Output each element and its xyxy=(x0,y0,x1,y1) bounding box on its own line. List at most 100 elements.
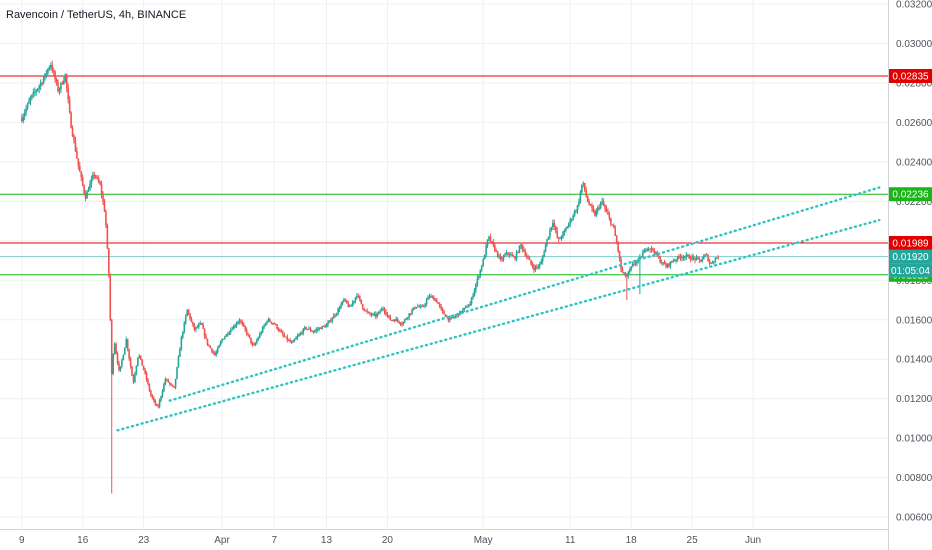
candle-body xyxy=(663,262,666,265)
candle-body xyxy=(321,326,323,329)
candle-body xyxy=(713,261,715,263)
candle-body xyxy=(623,272,625,274)
candle-body xyxy=(524,251,527,256)
candle-body xyxy=(199,323,202,325)
candle-body xyxy=(332,315,335,319)
candle-body xyxy=(557,237,560,239)
candle-body xyxy=(293,339,296,341)
candle-body xyxy=(419,306,422,308)
candle-body xyxy=(322,326,325,328)
candle-body xyxy=(77,158,80,166)
candle-body xyxy=(357,295,360,297)
time-axis[interactable]: 9 16 23 Apr 7 13 20 May 11 18 25 Jun xyxy=(19,535,761,546)
candle-body xyxy=(316,329,319,331)
candle-body xyxy=(350,305,352,307)
price-tag-support-label: 0.02236 xyxy=(892,190,929,201)
candle-body xyxy=(389,316,392,321)
candle-body xyxy=(25,108,27,113)
candle-body xyxy=(679,256,682,259)
candle-body xyxy=(540,261,543,265)
candle-body xyxy=(499,256,502,260)
candle-body xyxy=(235,323,238,326)
candle-body xyxy=(562,232,564,237)
candle-body xyxy=(163,384,165,391)
candle-body xyxy=(449,317,451,321)
candle-body xyxy=(338,308,341,310)
candle-body xyxy=(581,184,583,193)
candle-body xyxy=(470,297,473,304)
candle-body xyxy=(495,250,498,252)
candle-body xyxy=(57,82,59,92)
candle-body xyxy=(434,299,437,301)
candle-body xyxy=(89,183,91,191)
candle-body xyxy=(502,256,505,260)
candle-body xyxy=(208,344,210,346)
candle-body xyxy=(567,223,570,227)
candle-body xyxy=(692,256,695,258)
candle-body xyxy=(372,313,374,315)
candle-body xyxy=(476,278,479,285)
candle-body xyxy=(39,83,42,86)
candle-body xyxy=(620,258,622,269)
candle-body xyxy=(286,336,289,341)
candle-body xyxy=(528,258,531,261)
candle-body xyxy=(212,351,215,353)
candle-body xyxy=(99,182,101,185)
candle-body xyxy=(93,174,96,176)
candle-body xyxy=(647,248,650,250)
candle-body xyxy=(90,179,93,184)
candle-body xyxy=(203,328,206,337)
candle-body xyxy=(256,340,258,344)
candle-body xyxy=(29,97,32,101)
candle-body xyxy=(22,116,25,122)
candle-body xyxy=(102,194,104,202)
candle-body xyxy=(84,193,87,199)
candle-body xyxy=(414,307,416,309)
candle-body xyxy=(168,382,171,384)
candle-body xyxy=(668,263,670,266)
y-tick-label: 0.00600 xyxy=(896,513,932,524)
candle-body xyxy=(705,254,708,256)
x-tick-label: 9 xyxy=(19,535,25,546)
candle-body xyxy=(411,309,413,314)
candle-body xyxy=(337,309,339,314)
candle-body xyxy=(106,225,109,249)
candle-body xyxy=(610,218,612,225)
y-tick-label: 0.01400 xyxy=(896,355,932,366)
candle-body xyxy=(42,78,45,84)
candle-body xyxy=(301,333,303,335)
candle-body xyxy=(196,326,199,328)
candle-body xyxy=(605,208,608,212)
candle-body xyxy=(327,322,329,326)
chart-title: Ravencoin / TetherUS, 4h, BINANCE xyxy=(6,9,186,21)
candle-body xyxy=(65,74,68,88)
candle-body xyxy=(271,323,274,325)
candle-body xyxy=(644,249,647,251)
candle-body xyxy=(135,365,138,374)
candle-body xyxy=(399,322,402,325)
candle-body xyxy=(366,310,368,312)
candle-body xyxy=(324,326,326,328)
candle-body xyxy=(44,73,46,79)
candle-body xyxy=(48,67,51,70)
candle-body xyxy=(485,245,487,256)
candle-body xyxy=(393,320,396,322)
candle-body xyxy=(369,312,371,315)
candle-body xyxy=(150,390,152,396)
candle-body xyxy=(123,347,126,355)
candle-body xyxy=(296,336,299,338)
candle-body xyxy=(640,256,643,258)
candle-body xyxy=(583,183,586,191)
candle-body xyxy=(388,315,390,317)
candle-body xyxy=(260,332,262,334)
candle-body xyxy=(422,305,425,307)
candle-body xyxy=(700,259,702,262)
candle-body xyxy=(309,328,312,331)
candle-body xyxy=(353,300,355,303)
candle-body xyxy=(424,304,426,306)
candle-body xyxy=(634,263,637,265)
countdown-label: 01:05:04 xyxy=(891,266,930,277)
candle-body xyxy=(269,319,271,322)
candle-body xyxy=(232,325,235,330)
